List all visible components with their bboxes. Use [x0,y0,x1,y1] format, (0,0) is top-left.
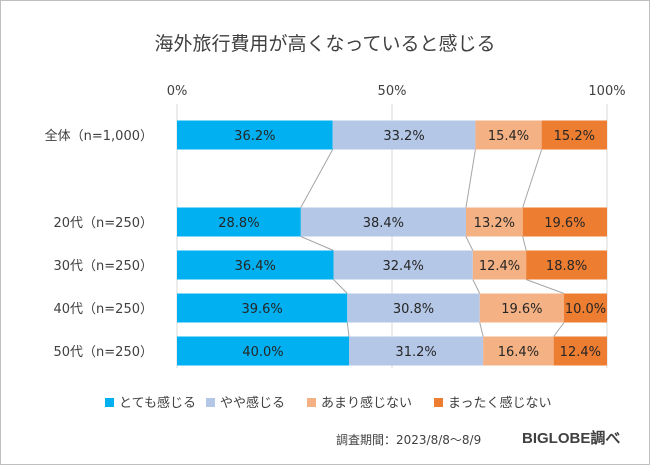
bar-segment [475,120,542,150]
category-label: 30代（n=250） [54,259,154,274]
series-line [522,236,527,251]
bar-segment [177,120,333,150]
data-label: 36.4% [235,259,276,274]
bar-segment [465,207,523,237]
series-line [333,279,348,294]
data-label: 36.2% [234,129,275,144]
series-line [300,236,334,251]
bar-segment [553,336,607,366]
series-line [525,279,565,294]
brand-credit: BIGLOBE調べ [522,430,621,447]
data-label: 16.4% [498,345,539,360]
series-line [300,149,334,208]
x-tick-label: 50% [378,84,407,99]
bar-segment [333,250,473,280]
survey-period: 調査期間：2023/8/8～8/9 [336,433,482,447]
bar-segment [526,250,607,280]
category-label: 20代（n=250） [54,216,154,231]
series-line [522,149,543,208]
category-label: 40代（n=250） [54,302,154,317]
bar-segment [300,207,466,237]
category-label: 全体（n=1,000） [45,128,153,144]
data-label: 15.2% [554,129,595,144]
series-line [465,236,474,251]
data-label: 15.4% [488,129,529,144]
data-label: 40.0% [242,345,283,360]
data-label: 28.8% [218,216,259,231]
series-line [553,322,565,337]
series-line [479,322,484,337]
category-label: 50代（n=250） [54,345,154,360]
bar-segment [541,120,607,150]
bar-segment [177,250,334,280]
legend-label: まったく感じない [448,395,551,411]
bar-segment [177,207,301,237]
bar-segment [564,293,607,323]
bar-segment [177,336,349,366]
series-line [472,279,481,294]
legend-label: あまり感じない [321,395,412,411]
data-label: 33.2% [383,129,424,144]
data-label: 10.0% [565,302,606,317]
bar-segment [347,293,480,323]
bar-segment [483,336,554,366]
data-label: 12.4% [479,259,520,274]
data-label: 31.2% [395,345,436,360]
data-label: 13.2% [474,216,515,231]
x-tick-label: 0% [167,84,188,99]
data-label: 19.6% [544,216,585,231]
legend-label: とても感じる [119,395,196,411]
legend-swatch [105,398,114,407]
bar-segment [472,250,527,280]
bar-segment [332,120,476,150]
legend-swatch [206,398,215,407]
series-line [346,322,350,337]
bar-segment [177,293,348,323]
data-label: 18.8% [546,259,587,274]
data-label: 32.4% [383,259,424,274]
chart-title: 海外旅行費用が高くなっていると感じる [154,33,495,55]
data-label: 12.4% [560,345,601,360]
bar-segment [349,336,484,366]
series-line [465,149,476,208]
data-label: 38.4% [363,216,404,231]
legend-swatch [434,398,443,407]
data-label: 39.6% [241,302,282,317]
x-tick-label: 100% [588,84,625,99]
legend-swatch [307,398,316,407]
bar-segment [522,207,607,237]
bar-segment [479,293,564,323]
legend-label: やや感じる [220,395,285,411]
data-label: 30.8% [393,302,434,317]
data-label: 19.6% [501,302,542,317]
